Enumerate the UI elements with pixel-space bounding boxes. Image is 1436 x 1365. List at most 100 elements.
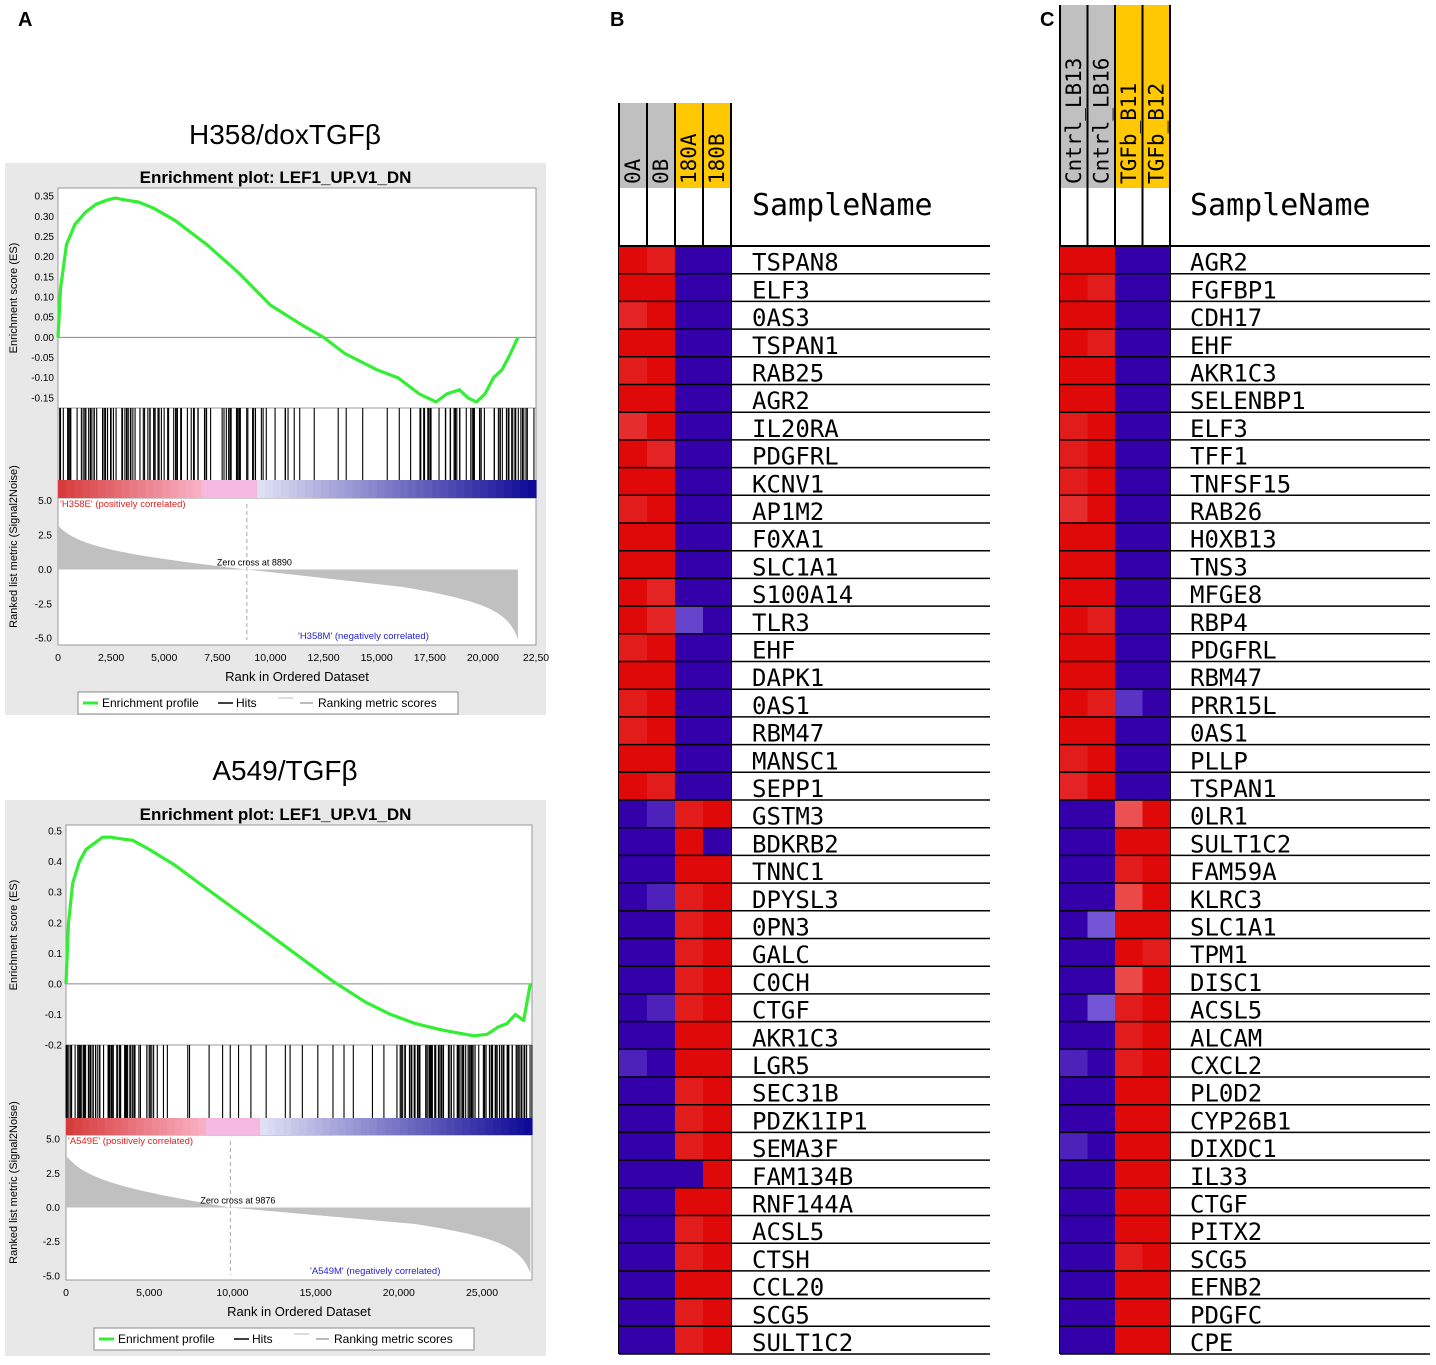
sample-header-blank — [619, 188, 647, 246]
gene-label: TNNC1 — [752, 858, 824, 886]
heatmap-cell — [675, 439, 703, 468]
gene-label: 0LR1 — [1190, 803, 1248, 831]
gene-label: TSPAN1 — [752, 332, 839, 360]
rank-bar-segment — [97, 1118, 106, 1135]
rank-bar-segment — [438, 1118, 448, 1135]
heatmap-cell — [1087, 412, 1115, 440]
x-tick-label: 25,000 — [466, 1287, 498, 1299]
gene-label: AGR2 — [752, 387, 810, 415]
rank-bar-segment — [337, 1118, 347, 1135]
heatmap-cell — [1142, 1077, 1170, 1105]
rank-bar-segment — [400, 480, 410, 498]
gene-label: TSPAN8 — [752, 249, 839, 277]
x-tick-label: 15,000 — [361, 652, 393, 664]
heatmap-cell — [675, 855, 703, 884]
rank-bar-segment — [304, 480, 314, 498]
panel-label-b: B — [610, 9, 624, 31]
heatmap-cell — [647, 301, 675, 330]
es-tick-label: 0.3 — [48, 888, 62, 899]
rank-bar-segment — [113, 480, 123, 498]
rank-bar-segment — [166, 1118, 176, 1135]
heatmap-cell — [1142, 495, 1170, 523]
heatmap-cell — [1087, 938, 1115, 967]
heatmap-cell — [1087, 329, 1115, 357]
rank-bar-segment — [73, 480, 83, 498]
heatmap-cell — [703, 1049, 731, 1077]
rank-bar-segment — [392, 480, 402, 498]
heatmap-cell — [1087, 467, 1115, 496]
rank-bar-segment — [217, 480, 226, 498]
heatmap-cell — [1142, 1326, 1170, 1354]
plot-heading: H358/doxTGFβ — [189, 119, 381, 150]
metric-tick-label: -2.5 — [43, 1237, 61, 1248]
rank-bar-segment — [121, 480, 131, 498]
gene-label: BDKRB2 — [752, 830, 839, 858]
x-tick-label: 2,500 — [98, 652, 124, 664]
rank-bar-segment — [201, 480, 210, 498]
gene-label: TLR3 — [752, 609, 810, 637]
heatmap-cell — [675, 578, 703, 607]
sample-header-blank — [675, 188, 703, 246]
rank-bar-segment — [392, 1118, 401, 1135]
rank-bar-segment — [143, 1118, 153, 1135]
rank-bar-segment — [477, 1118, 486, 1135]
heatmap-cell — [703, 606, 731, 634]
heatmap-cell — [1060, 1021, 1088, 1050]
heatmap-cell — [675, 966, 703, 994]
heatmap-panel-b: 0A 0B 180A 180B SampleName TSPAN8ELF30AS3TSPA… — [618, 103, 990, 1357]
rank-bar-segment — [89, 480, 99, 498]
gene-label: FGFBP1 — [1190, 276, 1277, 304]
rank-bar-segment — [330, 1118, 339, 1135]
heatmap-cell — [675, 1132, 703, 1161]
metric-tick-label: -5.0 — [43, 1271, 61, 1282]
rank-bar-segment — [415, 1118, 424, 1135]
es-tick-label: -0.05 — [31, 353, 54, 364]
heatmap-cell — [675, 606, 703, 634]
gene-label: RBP4 — [1190, 609, 1248, 637]
heatmap-cell — [675, 495, 703, 523]
heatmap-cell — [1142, 966, 1170, 994]
heatmap-cell — [675, 1270, 703, 1299]
heatmap-cell — [703, 633, 731, 662]
heatmap-cell — [703, 273, 731, 302]
x-tick-label: 0 — [63, 1287, 69, 1299]
heatmap-cell — [619, 910, 647, 939]
heatmap-cell — [1142, 412, 1170, 440]
rank-gradient-bar — [66, 1118, 533, 1135]
heatmap-cell — [619, 467, 647, 496]
sample-header-cell — [1060, 5, 1088, 188]
gene-label: CYP26B1 — [1190, 1107, 1291, 1135]
gene-label: SCG5 — [752, 1301, 810, 1329]
enrichment-profile-line — [56, 196, 520, 404]
heatmap-cell — [619, 412, 647, 440]
panel-label-a: A — [18, 9, 32, 31]
gene-label: 0AS3 — [752, 304, 810, 332]
heatmap-cell — [675, 716, 703, 745]
heatmap-cell — [703, 1326, 731, 1354]
rank-bar-segment — [252, 1118, 261, 1135]
rank-bar-segment — [236, 1118, 246, 1135]
heatmap-cell — [1115, 1160, 1143, 1188]
heatmap-cell — [1142, 439, 1170, 468]
heatmap-cell — [703, 827, 731, 856]
heatmap-cell — [1115, 439, 1143, 468]
rank-bar-segment — [225, 480, 234, 498]
gene-label: AKR1C3 — [752, 1024, 839, 1052]
heatmap-cell — [1060, 938, 1088, 967]
sample-header-blank — [1087, 188, 1115, 246]
heatmap-cell — [1142, 1187, 1170, 1216]
rank-bar-segment — [524, 1118, 533, 1135]
heatmap-cell — [675, 467, 703, 496]
heatmap-cell — [675, 412, 703, 440]
rank-bar-segment — [488, 480, 497, 498]
heatmap-cell — [1115, 301, 1143, 330]
heatmap-cell — [1142, 827, 1170, 856]
heatmap-cell — [1142, 384, 1170, 413]
heatmap-cell — [703, 550, 731, 579]
heatmap-cell — [1115, 883, 1143, 911]
heatmap-cell — [619, 966, 647, 994]
es-tick-label: 0.00 — [35, 333, 55, 344]
heatmap-cell — [1115, 772, 1143, 800]
heatmap-cell — [647, 1215, 675, 1244]
rank-bar-segment — [432, 480, 441, 498]
